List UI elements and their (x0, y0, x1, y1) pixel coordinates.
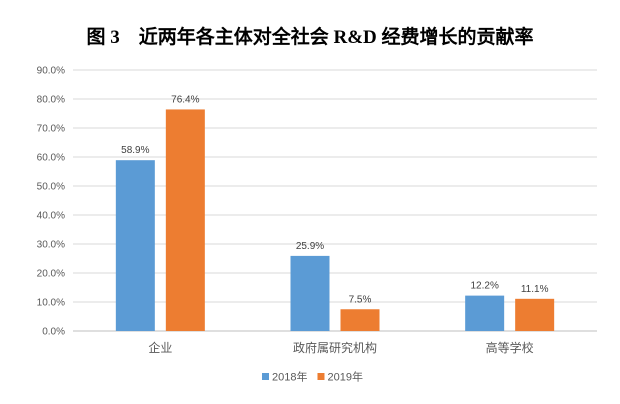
legend-label: 2018年 (272, 370, 307, 384)
y-tick-label: 90.0% (37, 66, 65, 77)
bar-2018年 (465, 295, 505, 331)
bar-2018年 (290, 255, 330, 331)
y-tick-label: 80.0% (37, 95, 65, 106)
bar-2019年 (340, 309, 380, 331)
data-label: 12.2% (470, 281, 498, 292)
bar-2019年 (515, 298, 555, 331)
legend-swatch (262, 373, 269, 380)
y-tick-label: 70.0% (37, 124, 65, 135)
data-label: 25.9% (296, 241, 324, 252)
legend-label: 2019年 (327, 370, 362, 384)
y-tick-label: 20.0% (37, 269, 65, 280)
data-label: 76.4% (171, 94, 199, 105)
legend-swatch (317, 373, 325, 380)
y-tick-label: 10.0% (37, 298, 65, 309)
y-tick-label: 60.0% (37, 153, 65, 164)
bar-2019年 (165, 109, 205, 331)
x-category-label: 企业 (148, 340, 172, 355)
data-label: 7.5% (349, 294, 372, 305)
data-label: 11.1% (521, 284, 549, 295)
bar-2018年 (115, 160, 155, 331)
y-tick-label: 30.0% (37, 240, 65, 251)
x-category-label: 政府属研究机构 (293, 340, 377, 355)
x-category-label: 高等学校 (486, 340, 534, 355)
y-tick-label: 40.0% (37, 211, 65, 222)
y-tick-label: 50.0% (37, 182, 65, 193)
chart-title: 图 3 近两年各主体对全社会 R&D 经费增长的贡献率 (86, 27, 534, 48)
data-label: 58.9% (121, 145, 149, 156)
y-tick-label: 0.0% (42, 327, 65, 338)
